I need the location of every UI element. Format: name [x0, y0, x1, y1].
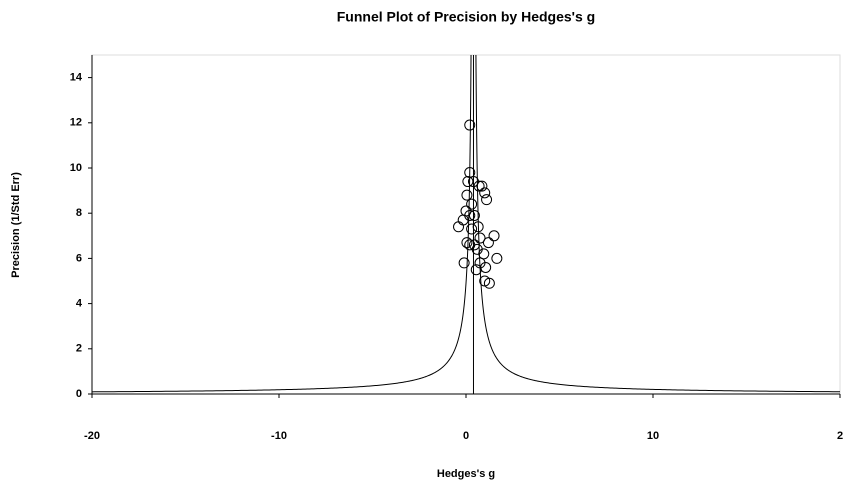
study-point	[462, 190, 472, 200]
study-point	[489, 231, 499, 241]
x-tick-label: -20	[84, 430, 100, 442]
study-point	[483, 238, 493, 248]
funnel-line	[54, 55, 471, 392]
x-tick-label: -10	[271, 430, 287, 442]
y-axis-label: Precision (1/Std Err)	[10, 172, 22, 278]
x-tick-label: 0	[463, 430, 469, 442]
y-tick-label: 4	[76, 298, 83, 310]
x-tick-label: 2	[837, 430, 843, 442]
y-tick-label: 12	[70, 117, 82, 129]
study-point	[467, 199, 477, 209]
y-tick-label: 0	[76, 388, 82, 400]
y-tick-label: 2	[76, 343, 82, 355]
chart: Funnel Plot of Precision by Hedges's g H…	[0, 0, 843, 482]
funnel-line	[476, 55, 843, 392]
study-point	[477, 181, 487, 191]
study-point	[480, 188, 490, 198]
study-point	[463, 177, 473, 187]
y-tick-label: 6	[76, 252, 82, 264]
x-tick-label: 10	[647, 430, 659, 442]
study-point	[482, 195, 492, 205]
y-tick-label: 10	[70, 162, 82, 174]
chart-title: Funnel Plot of Precision by Hedges's g	[337, 9, 595, 25]
study-point	[492, 253, 502, 263]
study-point	[454, 222, 464, 232]
x-axis-label: Hedges's g	[437, 468, 495, 480]
y-tick-label: 14	[70, 72, 83, 84]
y-tick-label: 8	[76, 207, 82, 219]
